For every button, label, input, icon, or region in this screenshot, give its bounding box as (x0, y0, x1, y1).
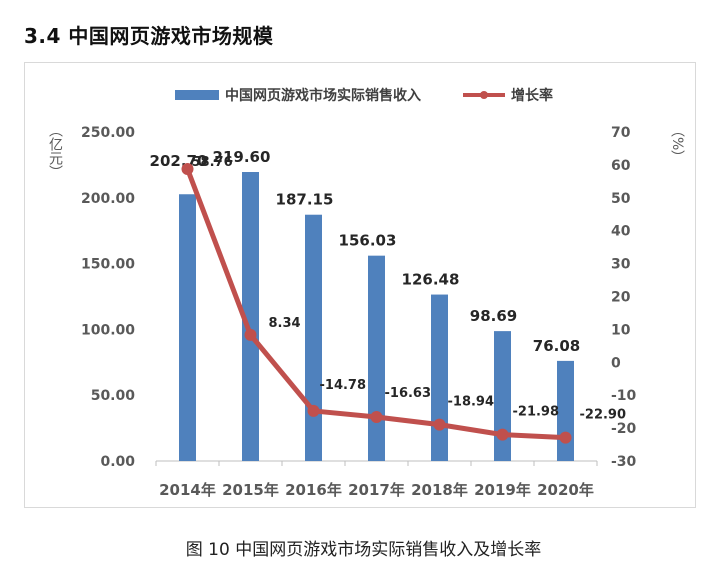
left-axis-tick-label: 150.00 (81, 257, 135, 273)
right-axis-tick-label: 20 (611, 290, 631, 306)
left-axis-tick-label: 0.00 (100, 454, 135, 470)
right-axis-tick-label: 40 (611, 224, 631, 240)
growth-rate-label: -21.98 (513, 405, 560, 420)
right-axis-tick-label: 10 (611, 322, 631, 338)
left-axis-tick-label: 200.00 (81, 191, 135, 207)
bar (368, 255, 385, 461)
right-axis-tick-label: 50 (611, 191, 631, 207)
right-axis-tick-label: 0 (611, 355, 621, 371)
legend-line-label: 增长率 (511, 87, 553, 104)
right-axis-tick-label: 60 (611, 158, 631, 174)
growth-rate-point (496, 428, 509, 441)
growth-rate-point (559, 431, 572, 444)
bar (557, 360, 574, 461)
growth-rate-label: 58.76 (192, 155, 233, 170)
x-axis-category-label: 2014年 (159, 481, 216, 499)
growth-rate-point (370, 411, 383, 424)
x-axis-category-label: 2019年 (474, 481, 531, 499)
growth-rate-label: -16.63 (385, 386, 432, 401)
chart-svg: 0.0050.00100.00150.00200.00250.00-30-20-… (47, 87, 685, 499)
legend-line-marker (480, 91, 488, 99)
x-axis-category-label: 2018年 (411, 481, 468, 499)
bar (179, 194, 196, 461)
legend-bar-swatch (175, 90, 219, 100)
right-axis-tick-label: 70 (611, 125, 631, 141)
bar-value-label: 202.70 (150, 152, 208, 170)
left-axis-tick-label: 50.00 (91, 388, 136, 404)
growth-rate-label: -18.94 (448, 395, 495, 410)
bar (494, 331, 511, 461)
bar (242, 172, 259, 461)
bar-value-label: 76.08 (533, 337, 580, 355)
growth-rate-point (307, 404, 320, 417)
x-axis-category-label: 2016年 (285, 481, 342, 499)
growth-rate-label: -14.78 (320, 378, 367, 393)
left-axis-tick-label: 250.00 (81, 125, 135, 141)
growth-rate-label: 8.34 (269, 316, 301, 331)
bar-value-label: 219.60 (213, 148, 271, 166)
left-axis-unit-label: （亿元） (47, 123, 63, 179)
bar (305, 214, 322, 461)
right-axis-tick-label: -20 (611, 421, 637, 437)
growth-rate-point (433, 418, 446, 431)
bar-value-label: 156.03 (339, 232, 397, 250)
growth-rate-point (181, 162, 194, 175)
growth-rate-point (244, 328, 257, 341)
figure-caption: 图 10 中国网页游戏市场实际销售收入及增长率 (185, 540, 542, 560)
section-title: 3.4 中国网页游戏市场规模 (24, 24, 274, 48)
x-axis-category-label: 2017年 (348, 481, 405, 499)
right-axis-tick-label: 30 (611, 257, 631, 273)
legend-bar-label: 中国网页游戏市场实际销售收入 (225, 87, 421, 104)
chart-frame: 0.00 50.00 100.00 150.00 200.00 250.00 -30 -20-… (24, 62, 696, 508)
bar-value-label: 187.15 (276, 191, 334, 209)
left-axis-tick-label: 100.00 (81, 322, 135, 338)
right-axis-tick-label: -10 (611, 388, 637, 404)
right-axis-unit-label: （%） (669, 123, 685, 164)
x-axis-category-label: 2020年 (537, 481, 594, 499)
bar-value-label: 126.48 (402, 271, 460, 289)
growth-rate-label: -22.90 (580, 408, 627, 423)
bar (431, 294, 448, 461)
bar-value-label: 98.69 (470, 307, 517, 325)
x-axis-category-label: 2015年 (222, 481, 279, 499)
right-axis-tick-label: -30 (611, 454, 637, 470)
